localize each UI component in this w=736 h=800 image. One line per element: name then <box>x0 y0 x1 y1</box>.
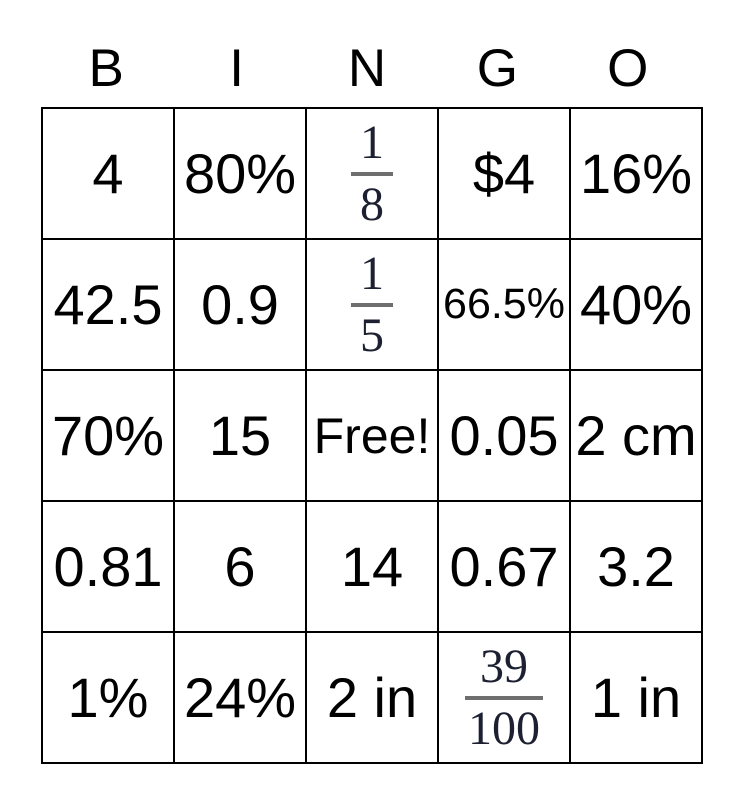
fraction-denominator: 100 <box>468 701 540 755</box>
cell-n-5[interactable]: 2 in <box>305 631 439 764</box>
cell-b-3[interactable]: 70% <box>41 369 175 502</box>
cell-value: 1 in <box>590 666 682 729</box>
header-letter-n: N <box>347 39 387 98</box>
cell-value: 15 <box>208 404 272 467</box>
cell-g-2[interactable]: 66.5% <box>437 238 571 371</box>
fraction: 1 5 <box>351 246 393 362</box>
cell-b-4[interactable]: 0.81 <box>41 500 175 633</box>
cell-g-1[interactable]: $4 <box>437 107 571 240</box>
cell-n-1[interactable]: 1 8 <box>305 107 439 240</box>
cell-o-5[interactable]: 1 in <box>569 631 703 764</box>
cell-value: 0.9 <box>201 273 279 336</box>
bingo-header-row: B I N G O <box>41 0 693 107</box>
cell-b-2[interactable]: 42.5 <box>41 238 175 371</box>
cell-b-1[interactable]: 4 <box>41 107 175 240</box>
cell-i-4[interactable]: 6 <box>173 500 307 633</box>
cell-value: 70% <box>51 404 165 467</box>
cell-i-2[interactable]: 0.9 <box>173 238 307 371</box>
cell-o-1[interactable]: 16% <box>569 107 703 240</box>
fraction-numerator: 39 <box>480 639 528 693</box>
fraction-denominator: 5 <box>360 308 384 362</box>
cell-value: 16% <box>579 142 693 205</box>
bingo-grid: 4 80% 1 8 $4 16% 42.5 0.9 1 <box>41 107 703 764</box>
cell-i-3[interactable]: 15 <box>173 369 307 502</box>
cell-value: 1% <box>67 666 149 729</box>
cell-value: 42.5 <box>53 273 163 336</box>
cell-o-3[interactable]: 2 cm <box>569 369 703 502</box>
cell-value: 24% <box>183 666 297 729</box>
cell-n-2[interactable]: 1 5 <box>305 238 439 371</box>
grid-row-3: 70% 15 Free! 0.05 2 cm <box>41 369 703 502</box>
bingo-card: B I N G O 4 80% 1 8 $4 16% 42.5 <box>41 0 703 764</box>
fraction-numerator: 1 <box>360 246 384 300</box>
fraction-bar <box>351 171 393 176</box>
cell-value: 6 <box>224 535 256 598</box>
fraction-bar <box>465 695 543 700</box>
cell-value: 40% <box>579 273 693 336</box>
fraction-bar <box>351 302 393 307</box>
fraction: 1 8 <box>351 115 393 231</box>
cell-value: 80% <box>183 142 297 205</box>
cell-value: 3.2 <box>597 535 675 598</box>
fraction: 39 100 <box>465 639 543 755</box>
cell-o-2[interactable]: 40% <box>569 238 703 371</box>
header-letter-g: G <box>476 39 518 98</box>
grid-row-1: 4 80% 1 8 $4 16% <box>41 107 703 240</box>
cell-value: 2 in <box>326 666 418 729</box>
cell-i-1[interactable]: 80% <box>173 107 307 240</box>
cell-i-5[interactable]: 24% <box>173 631 307 764</box>
cell-g-4[interactable]: 0.67 <box>437 500 571 633</box>
cell-b-5[interactable]: 1% <box>41 631 175 764</box>
grid-row-5: 1% 24% 2 in 39 100 1 in <box>41 631 703 764</box>
cell-n-4[interactable]: 14 <box>305 500 439 633</box>
cell-value: 0.05 <box>449 404 559 467</box>
header-letter-b: B <box>88 39 124 98</box>
grid-row-2: 42.5 0.9 1 5 66.5% 40% <box>41 238 703 371</box>
cell-g-3[interactable]: 0.05 <box>437 369 571 502</box>
cell-value: $4 <box>472 142 536 205</box>
fraction-denominator: 8 <box>360 177 384 231</box>
free-space-label: Free! <box>313 407 431 464</box>
cell-value: 2 cm <box>575 404 697 467</box>
header-letter-o: O <box>607 39 649 98</box>
grid-row-4: 0.81 6 14 0.67 3.2 <box>41 500 703 633</box>
header-letter-i: I <box>229 39 244 98</box>
cell-g-5[interactable]: 39 100 <box>437 631 571 764</box>
cell-free-space[interactable]: Free! <box>305 369 439 502</box>
cell-value: 14 <box>340 535 404 598</box>
fraction-numerator: 1 <box>360 115 384 169</box>
cell-value: 66.5% <box>443 280 565 328</box>
cell-value: 0.67 <box>449 535 559 598</box>
cell-o-4[interactable]: 3.2 <box>569 500 703 633</box>
cell-value: 0.81 <box>53 535 163 598</box>
cell-value: 4 <box>92 142 124 205</box>
